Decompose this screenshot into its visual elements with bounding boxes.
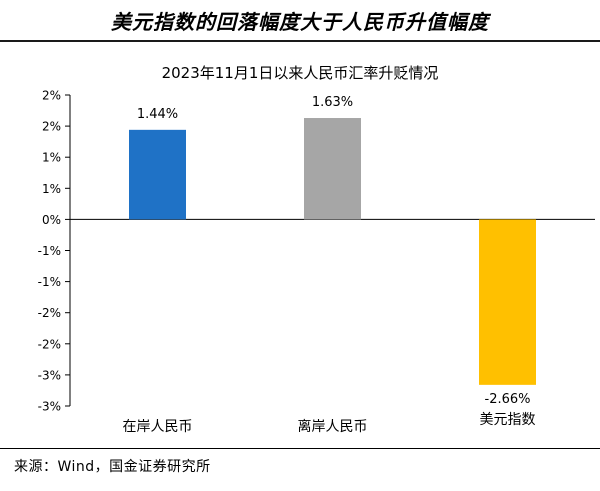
chart-title: 2023年11月1日以来人民币汇率升贬情况 [161, 64, 439, 82]
source-note: 来源：Wind，国金证券研究所 [14, 459, 211, 475]
header-title: 美元指数的回落幅度大于人民币升值幅度 [111, 10, 489, 34]
y-tick-label: -3% [38, 368, 61, 382]
data-label: 1.63% [312, 95, 353, 110]
bar [304, 118, 361, 220]
y-tick-label: 1% [42, 151, 61, 165]
data-label: -2.66% [485, 392, 531, 407]
y-tick-label: 2% [42, 89, 61, 103]
category-label: 美元指数 [480, 412, 536, 428]
bar [129, 129, 186, 220]
category-label: 离岸人民币 [298, 418, 368, 435]
y-tick-label: -2% [38, 306, 61, 320]
footer-divider [0, 448, 600, 449]
data-label: 1.44% [137, 107, 178, 122]
bar [479, 219, 536, 385]
y-tick-label: -1% [38, 275, 61, 289]
y-tick-label: 0% [42, 213, 61, 227]
y-tick-label: 1% [42, 182, 61, 196]
report-header: 美元指数的回落幅度大于人民币升值幅度 [0, 0, 600, 42]
y-tick-label: -1% [38, 244, 61, 258]
category-label: 在岸人民币 [123, 419, 193, 435]
header-divider [0, 40, 600, 42]
y-tick-label: 2% [42, 120, 61, 134]
y-tick-label: -3% [38, 400, 61, 414]
y-tick-label: -2% [38, 337, 61, 351]
